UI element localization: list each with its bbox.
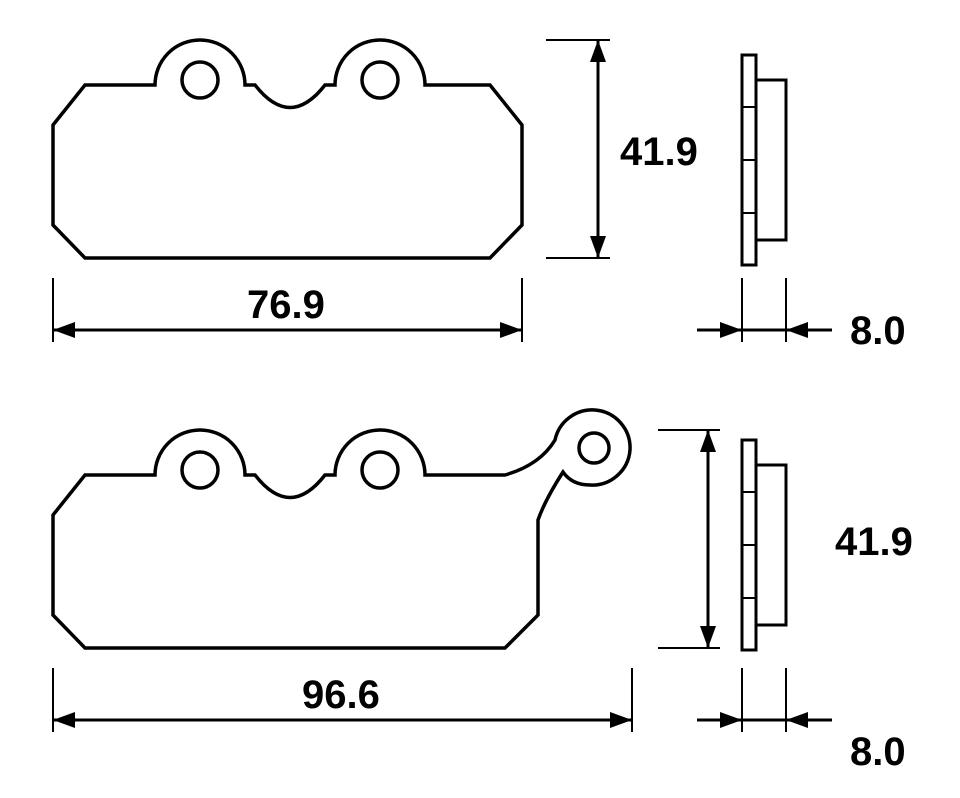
dim-bottom-width-label: 96.6 — [302, 673, 380, 717]
top-pad-side — [742, 55, 786, 265]
dim-top-height-label: 41.9 — [620, 130, 698, 174]
clip-hole — [579, 433, 609, 463]
technical-drawing: 41.9 76.9 8.0 41.9 — [0, 0, 960, 798]
dim-top-width-label: 76.9 — [247, 283, 325, 327]
top-pad-front — [53, 40, 522, 258]
mounting-hole-right — [362, 62, 398, 98]
mounting-hole-left — [182, 62, 218, 98]
dim-top-height: 41.9 — [546, 40, 698, 258]
dim-top-thickness-label: 8.0 — [850, 309, 906, 353]
bottom-pad-outline — [53, 410, 630, 648]
dim-bottom-width: 96.6 — [53, 668, 632, 732]
mounting-hole-left-b — [182, 452, 218, 488]
bottom-pad-side — [742, 440, 786, 650]
dim-top-width: 76.9 — [53, 278, 522, 342]
bottom-pad-front — [53, 410, 630, 648]
dim-bottom-height-label: 41.9 — [835, 520, 913, 564]
dim-bottom-thickness: 8.0 — [697, 668, 906, 774]
top-pad-outline — [53, 40, 522, 258]
dim-top-thickness: 8.0 — [697, 278, 906, 353]
dim-bottom-thickness-label: 8.0 — [850, 730, 906, 774]
mounting-hole-right-b — [362, 452, 398, 488]
